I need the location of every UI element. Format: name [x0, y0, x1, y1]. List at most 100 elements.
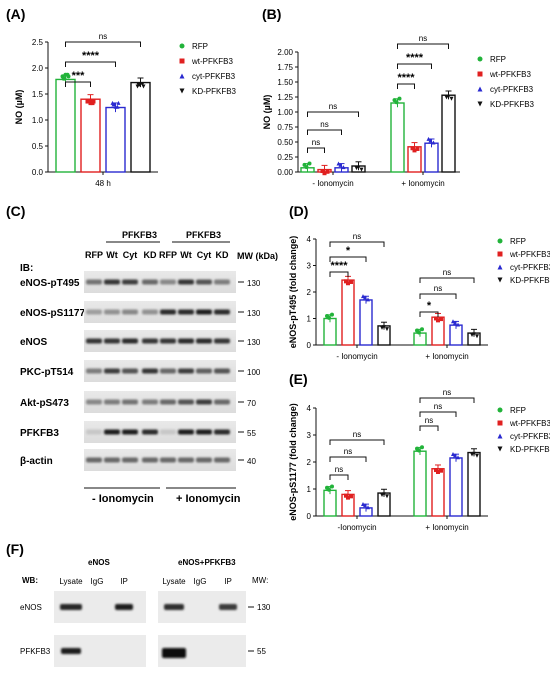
legend-label: RFP — [192, 42, 208, 51]
data-point — [451, 452, 455, 457]
bar — [323, 489, 337, 517]
legend-marker — [497, 420, 503, 426]
y-tick-label: 0.0 — [32, 168, 44, 177]
blot-row-label: PKC-pT514 — [20, 367, 74, 378]
data-point — [363, 503, 367, 508]
blot-band — [178, 429, 194, 435]
blot-band — [104, 338, 120, 344]
data-point — [361, 502, 365, 507]
data-point — [420, 445, 424, 450]
blot-band — [86, 457, 102, 463]
significance-bracket — [419, 425, 439, 431]
y-tick-label: 2.0 — [32, 64, 44, 73]
significance-label: **** — [82, 50, 100, 62]
legend-marker — [477, 56, 483, 62]
significance-bracket — [397, 63, 432, 69]
blot-band — [122, 309, 138, 315]
x-tick-label: + Ionomycin — [425, 352, 468, 361]
data-point — [330, 484, 334, 489]
bar — [323, 317, 337, 346]
data-point — [336, 161, 341, 166]
blot-band — [196, 309, 212, 315]
blot-band — [104, 399, 120, 405]
significance-label: ns — [320, 120, 328, 129]
blot-band — [86, 338, 102, 344]
blot-row-label: eNOS — [20, 337, 48, 348]
panel-label-d: (D) — [289, 203, 308, 219]
lane-label: RFP — [159, 250, 177, 260]
significance-label: ns — [312, 138, 320, 147]
blot-band — [142, 429, 158, 435]
chart-d: 0 1 2 3 4 eNOS-pT495 (fold change) - Ionomycin… — [288, 232, 550, 361]
lane-label: IgG — [194, 577, 207, 586]
legend-label: KD-PFKFB3 — [192, 87, 237, 96]
data-point — [449, 96, 454, 101]
significance-label: ns — [419, 34, 427, 43]
mw-label: 55 — [257, 647, 266, 656]
legend-label: cyt-PFKFB3 — [510, 432, 550, 441]
y-axis-label: eNOS-pT495 (fold change) — [288, 236, 298, 349]
legend-label: KD-PFKFB3 — [510, 445, 550, 454]
data-point — [66, 74, 71, 79]
data-point — [327, 487, 331, 492]
data-point — [325, 169, 330, 174]
lane-label: RFP — [85, 250, 103, 260]
bar — [424, 142, 439, 173]
bar — [413, 450, 427, 517]
significance-bracket — [419, 293, 457, 299]
mw-label: 55 — [247, 429, 256, 438]
significance-label: ns — [329, 102, 337, 111]
y-tick-label: 0.25 — [277, 153, 293, 162]
legend-label: RFP — [510, 237, 526, 246]
blot-band — [122, 399, 138, 405]
blot-band — [104, 368, 120, 374]
x-tick-label: + Ionomycin — [401, 179, 444, 188]
x-tick-label: - Ionomycin — [312, 179, 353, 188]
significance-bracket — [329, 256, 367, 262]
data-point — [113, 104, 118, 109]
western-blot-f: WB: eNOS eNOS+PFKFB3 MW: Lysate IgG IP Lysa… — [20, 558, 271, 667]
y-tick-label: 2.00 — [277, 48, 293, 57]
blot-band — [60, 604, 82, 610]
enos-pfkfb3-group-label: eNOS+PFKFB3 — [178, 558, 236, 567]
significance-bracket — [397, 43, 449, 49]
blot-band — [142, 368, 158, 374]
data-point — [359, 167, 364, 172]
y-tick-label: 1.25 — [277, 93, 293, 102]
data-point — [349, 279, 353, 284]
data-point — [366, 297, 370, 302]
y-axis-label: NO (µM) — [262, 95, 272, 130]
data-point — [338, 162, 343, 167]
legend-marker — [179, 43, 185, 49]
data-point — [87, 98, 92, 103]
legend-label: wt-PFKFB3 — [489, 70, 531, 79]
significance-label: **** — [406, 52, 424, 64]
significance-label: * — [427, 300, 432, 312]
bar — [431, 468, 445, 517]
bar — [390, 102, 405, 173]
blot-band — [196, 429, 212, 435]
significance-bracket — [419, 311, 439, 317]
data-point — [341, 165, 346, 170]
y-tick-label: 1.50 — [277, 78, 293, 87]
legend-label: cyt-PFKFB3 — [490, 85, 534, 94]
significance-label: *** — [72, 70, 86, 82]
significance-label: ns — [434, 284, 442, 293]
blot-band — [214, 309, 230, 315]
blot-band — [160, 338, 176, 344]
blot-band — [214, 399, 230, 405]
data-point — [439, 317, 443, 322]
blot-band — [142, 338, 158, 344]
data-point — [470, 332, 474, 337]
lane-label: Wt — [180, 250, 192, 260]
legend-marker — [497, 446, 503, 452]
significance-bracket — [397, 83, 415, 89]
data-point — [453, 320, 457, 325]
y-tick-label: 0 — [307, 341, 312, 350]
data-point — [380, 492, 384, 497]
bar — [341, 279, 355, 346]
legend-label: cyt-PFKFB3 — [510, 263, 550, 272]
lane-label: Cyt — [123, 250, 138, 260]
blot-band — [178, 309, 194, 315]
